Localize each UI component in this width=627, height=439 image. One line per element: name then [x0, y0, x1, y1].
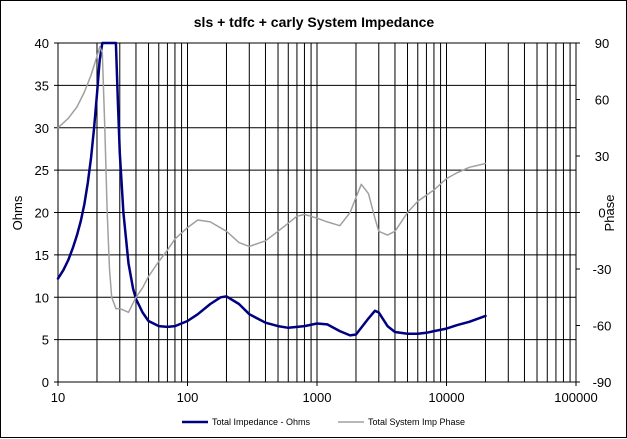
y-tick-label: 30 [35, 121, 49, 136]
y-tick-label: 15 [35, 248, 49, 263]
tick-labels: 10 100 1000 10000 100000 0 5 10 15 20 25 30 35 40 -90 -… [35, 36, 612, 405]
y-tick-label: 5 [42, 333, 49, 348]
x-tick-label: 100 [177, 390, 199, 405]
legend-label-phase: Total System Imp Phase [368, 417, 465, 427]
x-tick-label: 100000 [554, 390, 597, 405]
y-tick-label: 25 [35, 163, 49, 178]
y2-tick-label: 90 [595, 36, 609, 51]
x-tick-label: 10 [51, 390, 65, 405]
y2-tick-label: 30 [595, 149, 609, 164]
legend: Total Impedance - Ohms Total System Imp … [182, 417, 465, 427]
series-lines [56, 41, 487, 337]
y2-tick-label: 0 [598, 206, 605, 221]
phase-series-line [57, 46, 487, 314]
x-tick-label: 1000 [303, 390, 332, 405]
y-tick-label: 20 [35, 206, 49, 221]
x-tick-label: 10000 [428, 390, 464, 405]
y2-tick-label: -30 [593, 262, 612, 277]
y2-tick-label: -60 [593, 319, 612, 334]
y2-axis-label: Phase [602, 195, 617, 232]
y2-tick-label: -90 [593, 375, 612, 390]
y-tick-label: 40 [35, 36, 49, 51]
impedance-series-line [56, 41, 487, 337]
y2-tick-label: 60 [595, 93, 609, 108]
legend-label-impedance: Total Impedance - Ohms [212, 417, 311, 427]
grid-lines [58, 43, 576, 382]
y-tick-label: 10 [35, 290, 49, 305]
y-axis-label: Ohms [10, 195, 25, 230]
chart-title: sls + tdfc + carly System Impedance [194, 14, 435, 30]
y-tick-label: 35 [35, 78, 49, 93]
y-tick-label: 0 [42, 375, 49, 390]
